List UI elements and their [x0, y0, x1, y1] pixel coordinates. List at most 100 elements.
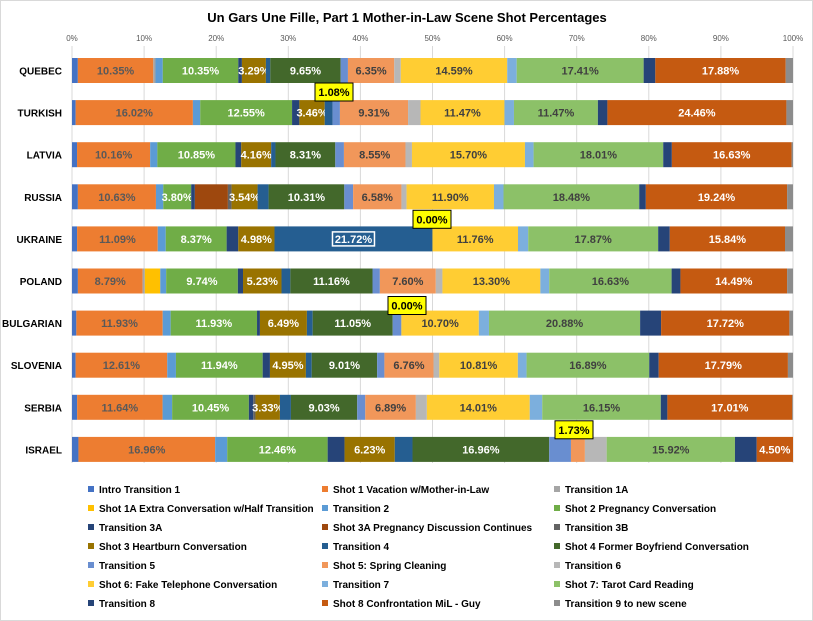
data-label: 12.46% — [259, 444, 297, 456]
bar-segment — [639, 184, 646, 210]
data-label: 6.23% — [354, 444, 385, 456]
data-label: 15.70% — [450, 150, 488, 162]
data-label: 14.49% — [715, 276, 753, 288]
bar-segment — [420, 100, 505, 126]
bar-segment — [394, 436, 413, 462]
bar-segment — [667, 394, 793, 420]
legend-label: Shot 3A Pregnancy Discussion Continues — [333, 523, 533, 534]
data-label: 10.45% — [192, 402, 230, 414]
data-label: 11.93% — [195, 318, 232, 330]
legend-label: Transition 1A — [565, 485, 628, 496]
bar-segment — [290, 268, 373, 294]
data-label: 8.55% — [359, 150, 390, 162]
x-tick-label: 30% — [280, 34, 296, 43]
data-label: 3.46% — [296, 108, 327, 120]
data-label: 10.81% — [460, 360, 498, 372]
bar-segment — [335, 142, 344, 168]
bar-segment — [392, 310, 402, 336]
bar-segment — [661, 310, 790, 336]
data-label: 9.74% — [186, 276, 217, 288]
callout-label: 1.08% — [318, 87, 349, 99]
bar-segment — [784, 226, 793, 252]
data-label: 16.02% — [116, 108, 154, 120]
data-label: 15.92% — [652, 444, 690, 456]
bar-segment — [231, 184, 258, 210]
bar-segment — [162, 310, 171, 336]
bar-segment — [257, 310, 260, 336]
bar-segment — [658, 226, 670, 252]
bar-segment — [76, 310, 163, 336]
data-label: 17.72% — [707, 318, 745, 330]
data-label: 4.16% — [241, 150, 272, 162]
data-label-box — [331, 231, 376, 247]
bar-segment — [528, 226, 659, 252]
bar-segment — [194, 184, 228, 210]
legend-label: Transition 3B — [565, 523, 628, 534]
legend-swatch — [322, 486, 328, 492]
data-label: 5.23% — [247, 276, 278, 288]
bar-segment — [172, 394, 249, 420]
data-label: 10.85% — [178, 150, 216, 162]
data-label: 10.70% — [421, 318, 459, 330]
legend-swatch — [88, 581, 94, 587]
bar-segment — [72, 352, 76, 378]
data-label: 18.01% — [580, 150, 618, 162]
legend-label: Shot 4 Former Boyfriend Conversation — [565, 542, 749, 553]
bar-segment — [533, 142, 664, 168]
legend-swatch — [88, 543, 94, 549]
bar-segment — [305, 352, 312, 378]
bar-segment — [237, 268, 244, 294]
bar-segment — [163, 184, 192, 210]
bar-segment — [549, 268, 672, 294]
bar-segment — [439, 352, 518, 378]
data-label: 6.58% — [362, 192, 393, 204]
bar-segment — [791, 142, 793, 168]
bar-segment — [166, 268, 238, 294]
callout-label: 0.00% — [391, 301, 422, 313]
bar-segment — [756, 436, 793, 462]
bar-segment — [435, 268, 443, 294]
bar-segment — [262, 352, 270, 378]
bar-segment — [155, 58, 163, 83]
data-label: 8.31% — [290, 150, 321, 162]
bar-segment — [241, 58, 266, 83]
data-label: 6.76% — [393, 360, 424, 372]
bar-segment — [353, 184, 402, 210]
bar-segment — [75, 100, 193, 126]
bar-segment — [265, 58, 271, 83]
bar-segment — [270, 58, 341, 83]
legend-label: Transition 7 — [333, 580, 390, 591]
bar-segment — [200, 100, 293, 126]
data-label: 17.41% — [562, 66, 600, 78]
category-label: RUSSIA — [24, 193, 62, 204]
data-label: 11.47% — [444, 108, 481, 120]
bar-segment — [279, 394, 291, 420]
bar-segment — [299, 100, 325, 126]
bar-segment — [157, 142, 236, 168]
bar-segment — [167, 352, 176, 378]
data-label: 18.48% — [553, 192, 591, 204]
bar-segment — [542, 394, 661, 420]
bar-segment — [584, 436, 607, 462]
bar-segment — [379, 268, 436, 294]
bar-segment — [257, 184, 269, 210]
bar-segment — [643, 58, 656, 83]
category-label: POLAND — [20, 277, 62, 288]
data-label: 21.72% — [335, 234, 373, 246]
bar-segment — [170, 310, 258, 336]
x-tick-label: 80% — [641, 34, 657, 43]
data-label: 7.60% — [392, 276, 423, 288]
data-label: 3.29% — [238, 66, 269, 78]
bar-segment — [238, 226, 275, 252]
bar-segment — [488, 310, 641, 336]
legend-label: Transition 6 — [565, 561, 622, 572]
callout-box — [314, 82, 354, 102]
data-label: 16.15% — [583, 402, 621, 414]
bar-segment — [175, 352, 263, 378]
bar-segment — [344, 184, 354, 210]
bar-segment — [77, 58, 154, 83]
legend-label: Transition 9 to new scene — [565, 599, 687, 610]
bar-segment — [655, 58, 786, 83]
legend-swatch — [88, 562, 94, 568]
